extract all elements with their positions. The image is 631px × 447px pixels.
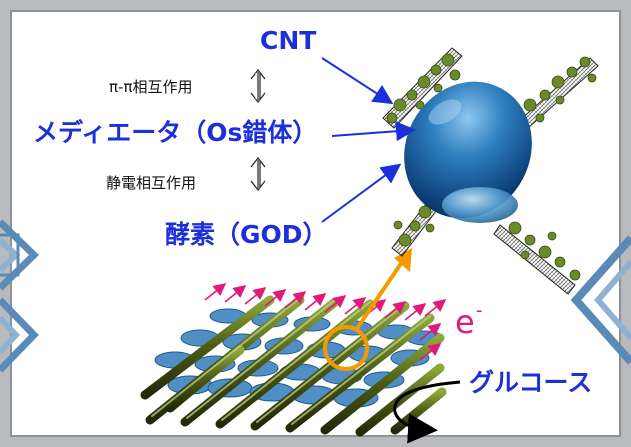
- electron-flow-arrows: [204, 283, 447, 361]
- electrode-fiber-array: [140, 295, 447, 437]
- interaction-arrow-icon: [250, 157, 266, 191]
- electrostatic-interaction-label: 静電相互作用: [106, 174, 197, 192]
- glucose-label: グルコース: [469, 368, 593, 397]
- glucose-arrow: [393, 380, 461, 444]
- electron-label: e: [455, 303, 475, 341]
- mediator-label: メディエータ（Os錯体）: [33, 118, 318, 147]
- mediator-clusters: [386, 53, 597, 281]
- enzyme-label: 酵素（GOD）: [165, 220, 328, 249]
- cnt-label: CNT: [260, 26, 317, 55]
- pi-pi-interaction-label: π-π相互作用: [109, 78, 193, 96]
- label-pointer-arrows: [321, 57, 416, 223]
- interaction-arrow-icon: [250, 69, 266, 103]
- nav-right-chevron-icon[interactable]: [570, 235, 631, 365]
- enzyme-god-body: [404, 81, 532, 219]
- nav-left-chevron-icon[interactable]: [0, 219, 40, 373]
- electron-charge-superscript: -: [476, 300, 483, 321]
- zoom-indicator: [323, 248, 412, 371]
- enzyme-cnt-complex: [382, 47, 599, 295]
